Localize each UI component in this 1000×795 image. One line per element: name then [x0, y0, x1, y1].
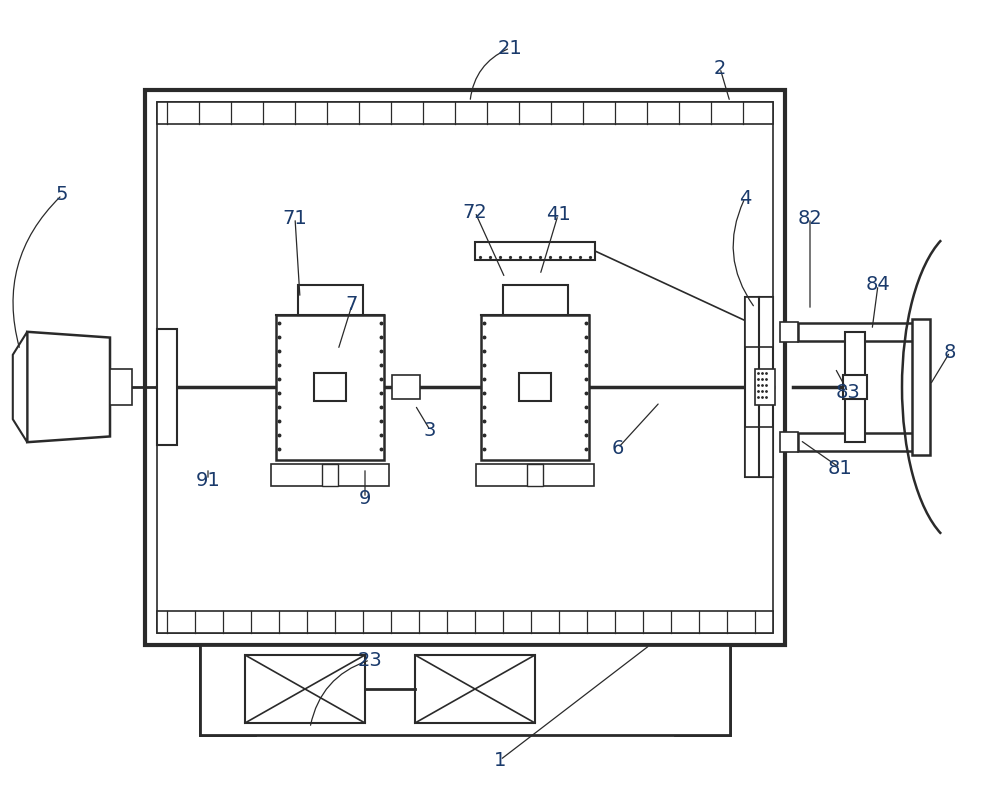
Bar: [276, 315, 384, 460]
Polygon shape: [27, 332, 110, 442]
Text: 8: 8: [944, 343, 956, 362]
Bar: [476, 464, 594, 486]
Bar: [798, 323, 913, 341]
Text: 3: 3: [424, 421, 436, 440]
Bar: [314, 373, 346, 401]
Text: 4: 4: [739, 188, 751, 207]
Text: 82: 82: [798, 208, 822, 227]
Text: 83: 83: [836, 382, 860, 401]
Text: 81: 81: [828, 459, 852, 478]
Text: 6: 6: [612, 439, 624, 457]
Bar: [157, 611, 773, 633]
Bar: [519, 373, 551, 401]
Bar: [271, 464, 389, 486]
Bar: [780, 432, 798, 452]
Bar: [845, 332, 865, 442]
Bar: [912, 319, 930, 455]
Bar: [415, 655, 535, 723]
Bar: [157, 102, 773, 633]
Bar: [755, 369, 775, 405]
Text: 1: 1: [494, 750, 506, 770]
Bar: [322, 464, 338, 486]
Bar: [200, 645, 255, 735]
Bar: [475, 242, 595, 260]
Bar: [843, 375, 867, 399]
Bar: [745, 297, 773, 347]
Text: 41: 41: [546, 205, 570, 224]
Bar: [481, 315, 589, 460]
Text: 9: 9: [359, 488, 371, 507]
Bar: [798, 433, 913, 451]
Bar: [745, 427, 773, 477]
Bar: [780, 322, 798, 342]
Text: 71: 71: [283, 208, 307, 227]
Text: 5: 5: [56, 185, 68, 204]
Bar: [110, 369, 132, 405]
Text: 91: 91: [196, 471, 220, 490]
Text: 21: 21: [498, 38, 522, 57]
Polygon shape: [13, 332, 27, 442]
Bar: [145, 90, 785, 645]
Bar: [745, 297, 773, 477]
Bar: [157, 102, 773, 124]
Bar: [298, 285, 363, 315]
Text: 84: 84: [866, 276, 890, 294]
Bar: [675, 645, 730, 735]
Text: 72: 72: [463, 203, 487, 222]
Text: 7: 7: [346, 296, 358, 315]
Bar: [200, 645, 730, 735]
Bar: [503, 285, 568, 315]
Bar: [527, 464, 543, 486]
Bar: [392, 375, 420, 399]
Bar: [157, 329, 177, 445]
Text: 2: 2: [714, 59, 726, 77]
Bar: [245, 655, 365, 723]
Text: 23: 23: [358, 650, 382, 669]
